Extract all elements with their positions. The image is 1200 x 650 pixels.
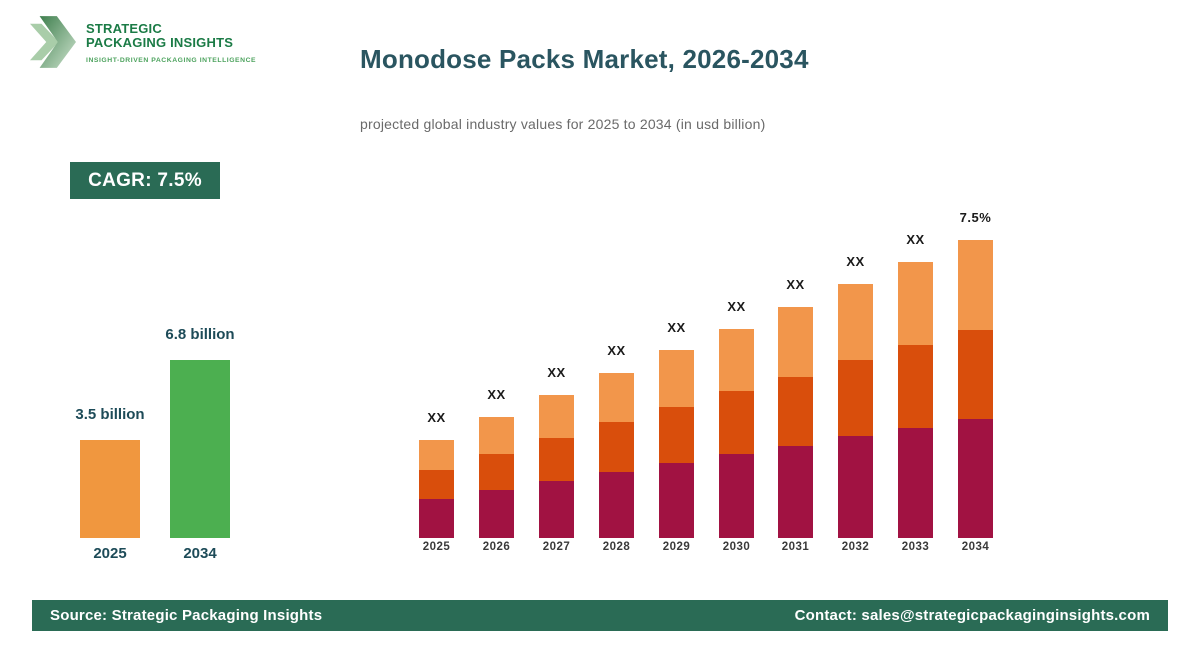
stacked-bar-2034-segment-3 xyxy=(958,240,993,330)
stacked-bar-2028-segment-2 xyxy=(599,422,634,472)
stacked-bar-2028-segment-1 xyxy=(599,472,634,538)
stacked-bar-year-2033: 2033 xyxy=(901,541,930,553)
footer-bar: Source: Strategic Packaging Insights Con… xyxy=(32,600,1168,631)
source-text: Source: Strategic Packaging Insights xyxy=(50,607,323,624)
mini-bar-value-2025: 3.5 billion xyxy=(75,406,145,423)
stacked-bar-2034-segment-1 xyxy=(958,419,993,538)
stacked-bar-year-2028: 2028 xyxy=(602,541,631,553)
stacked-bar-2030-segment-1 xyxy=(719,454,754,538)
stacked-bar-value-2032: XX xyxy=(846,254,865,269)
stacked-bar-year-2029: 2029 xyxy=(662,541,691,553)
stacked-bar-year-2030: 2030 xyxy=(722,541,751,553)
stacked-bar-2028-segment-3 xyxy=(599,373,634,422)
stacked-bar-2031-segment-1 xyxy=(778,446,813,538)
stacked-bar-2033-segment-3 xyxy=(898,262,933,345)
brand-tagline: INSIGHT-DRIVEN PACKAGING INTELLIGENCE xyxy=(86,57,257,64)
stacked-bar-2027-segment-3 xyxy=(539,395,574,438)
stacked-bar-value-2025: XX xyxy=(427,410,446,425)
stacked-bar-2027-segment-1 xyxy=(539,481,574,538)
mini-bar-2034 xyxy=(170,360,230,538)
mini-bar-year-2025: 2025 xyxy=(93,545,127,562)
stacked-bar-value-2031: XX xyxy=(786,277,805,292)
stacked-bar-2034-segment-2 xyxy=(958,330,993,419)
brand-name-line2: PACKAGING INSIGHTS xyxy=(86,35,234,50)
stacked-bar-value-2028: XX xyxy=(607,343,626,358)
stacked-bar-2030-segment-3 xyxy=(719,329,754,391)
stacked-bar-value-2027: XX xyxy=(547,365,566,380)
stacked-bar-2033-segment-2 xyxy=(898,345,933,428)
cagr-badge: CAGR: 7.5% xyxy=(70,162,220,199)
stacked-bar-year-2026: 2026 xyxy=(482,541,511,553)
stacked-bar-2026-segment-3 xyxy=(479,417,514,454)
page-title: Monodose Packs Market, 2026-2034 xyxy=(360,44,809,74)
stacked-bar-value-2033: XX xyxy=(906,232,925,247)
double-chevron-right-icon xyxy=(30,16,76,68)
stacked-bar-year-2027: 2027 xyxy=(542,541,571,553)
stacked-bar-2031-segment-2 xyxy=(778,377,813,446)
mini-bar-year-2034: 2034 xyxy=(183,545,217,562)
brand-name-line1: STRATEGIC xyxy=(86,21,162,36)
stacked-bar-2026-segment-2 xyxy=(479,454,514,490)
stacked-bar-2033-segment-1 xyxy=(898,428,933,538)
stacked-bar-2025-segment-3 xyxy=(419,440,454,470)
stacked-bar-year-2032: 2032 xyxy=(841,541,870,553)
mini-bar-2025 xyxy=(80,440,140,538)
brand-logo: STRATEGIC PACKAGING INSIGHTS INSIGHT-DRI… xyxy=(30,14,256,70)
stacked-bar-2026-segment-1 xyxy=(479,490,514,538)
stacked-bar-2027-segment-2 xyxy=(539,438,574,481)
stacked-bar-2032-segment-3 xyxy=(838,284,873,360)
stacked-bar-value-2026: XX xyxy=(487,387,506,402)
stacked-bar-2025-segment-2 xyxy=(419,470,454,499)
brand-name: STRATEGIC PACKAGING INSIGHTS xyxy=(86,22,256,50)
stacked-bar-2029-segment-1 xyxy=(659,463,694,538)
stacked-bar-2032-segment-2 xyxy=(838,360,873,436)
stacked-bar-value-2030: XX xyxy=(727,299,746,314)
stacked-bar-year-2031: 2031 xyxy=(781,541,810,553)
stacked-bar-2029-segment-3 xyxy=(659,350,694,407)
stacked-bar-value-2034: 7.5% xyxy=(959,210,992,225)
stacked-bar-2029-segment-2 xyxy=(659,407,694,463)
stacked-bar-2030-segment-2 xyxy=(719,391,754,454)
stacked-bar-2032-segment-1 xyxy=(838,436,873,538)
stacked-bar-2031-segment-3 xyxy=(778,307,813,377)
stacked-bar-year-2034: 2034 xyxy=(961,541,990,553)
contact-text: Contact: sales@strategicpackaginginsight… xyxy=(794,607,1150,624)
stacked-bar-2025-segment-1 xyxy=(419,499,454,538)
mini-bar-value-2034: 6.8 billion xyxy=(165,326,235,343)
stacked-bar-year-2025: 2025 xyxy=(422,541,451,553)
stacked-bar-value-2029: XX xyxy=(667,320,686,335)
page-subtitle: projected global industry values for 202… xyxy=(360,116,766,132)
